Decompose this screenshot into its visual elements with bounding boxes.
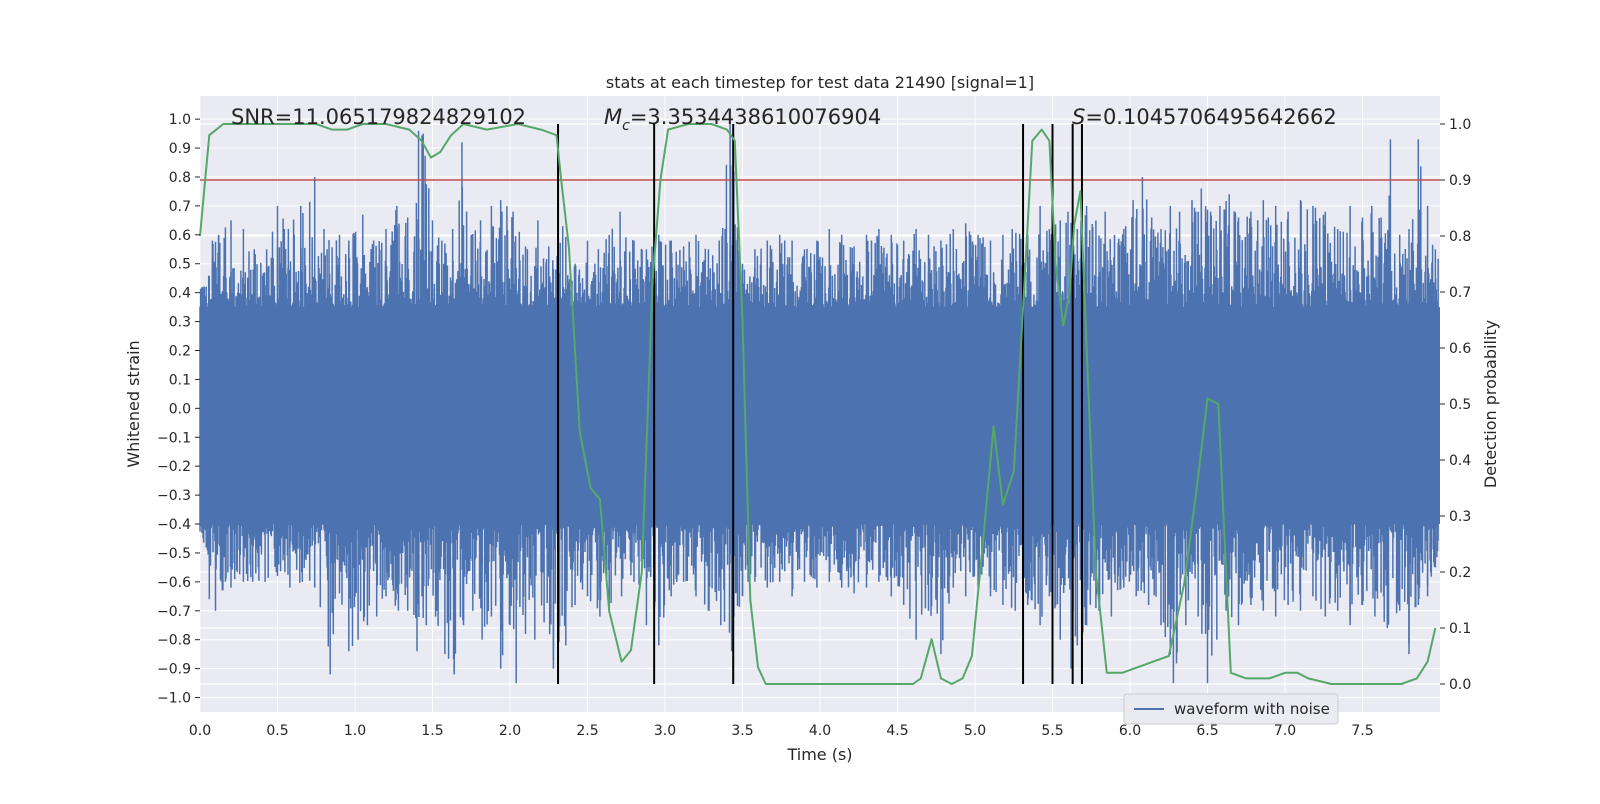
annotation-s: S=0.1045706495642662 [1072, 105, 1337, 129]
tick-label-right: 0.9 [1449, 173, 1471, 189]
tick-label-left: −0.6 [157, 575, 191, 591]
tick-label-x: 2.5 [576, 723, 598, 739]
waveform-spikes [199, 135, 1439, 674]
y-axis-label-right: Detection probability [1481, 320, 1500, 488]
tick-label-right: 0.4 [1449, 453, 1471, 469]
tick-label-right: 0.7 [1449, 285, 1471, 301]
tick-label-right: 0.8 [1449, 229, 1471, 245]
tick-label-left: 0.3 [169, 315, 191, 331]
left-axis-ticks: 1.0 0.9 0.8 0.7 0.6 0.5 0.4 0.3 0.2 0.1 0.0 −0.1 −0.… [157, 112, 200, 707]
tick-label-x: 5.5 [1041, 723, 1063, 739]
tick-label-x: 0.5 [266, 723, 288, 739]
tick-label-left: 0.9 [169, 141, 191, 157]
tick-label-x: 0.0 [189, 723, 211, 739]
tick-label-left: 0.0 [169, 401, 191, 417]
tick-label-left: 0.5 [169, 257, 191, 273]
annotation-snr: SNR=11.065179824829102 [231, 105, 526, 129]
tick-label-left: −1.0 [157, 691, 191, 707]
tick-label-right: 0.5 [1449, 397, 1471, 413]
y-axis-label-left: Whitened strain [124, 340, 143, 467]
tick-label-x: 7.5 [1351, 723, 1373, 739]
tick-label-x: 6.0 [1119, 723, 1141, 739]
tick-label-left: −0.9 [157, 662, 191, 678]
x-axis-label: Time (s) [786, 745, 852, 764]
tick-label-right: 0.3 [1449, 509, 1471, 525]
s-symbol: S [1072, 105, 1085, 129]
tick-label-right: 0.2 [1449, 565, 1471, 581]
tick-label-x: 7.0 [1274, 723, 1296, 739]
legend-box [1123, 693, 1339, 725]
chirp-mass-subscript: c [622, 118, 630, 134]
tick-label-x: 3.5 [731, 723, 753, 739]
tick-label-left: −0.4 [157, 517, 191, 533]
s-value: =0.1045706495642662 [1085, 105, 1336, 129]
tick-label-right: 0.0 [1449, 677, 1471, 693]
tick-label-left: 0.2 [169, 343, 191, 359]
tick-label-x: 6.5 [1196, 723, 1218, 739]
chart-title: stats at each timestep for test data 214… [606, 73, 1034, 92]
x-axis-ticks: 0.0 0.5 1.0 1.5 2.0 2.5 3.0 3.5 4.0 4.5 5.0 5.5 6.0 6… [189, 723, 1374, 739]
chirp-mass-symbol: M [604, 105, 622, 129]
right-axis-ticks: 1.0 0.9 0.8 0.7 0.6 0.5 0.4 0.3 0.2 0.1 0.0 [1440, 117, 1471, 693]
tick-label-left: 0.7 [169, 199, 191, 215]
tick-label-left: 0.1 [169, 372, 191, 388]
tick-label-x: 4.5 [886, 723, 908, 739]
tick-label-x: 1.0 [344, 723, 366, 739]
tick-label-right: 1.0 [1449, 117, 1471, 133]
tick-label-left: 1.0 [169, 112, 191, 128]
tick-label-x: 2.0 [499, 723, 521, 739]
legend: waveform with noise [1123, 693, 1339, 725]
tick-label-left: 0.4 [169, 286, 191, 302]
probability-line [199, 123, 1437, 685]
tick-label-left: −0.1 [157, 430, 191, 446]
tick-label-right: 0.1 [1449, 621, 1471, 637]
tick-label-left: −0.7 [157, 604, 191, 620]
tick-label-left: −0.8 [157, 633, 191, 649]
legend-label: waveform with noise [1174, 700, 1330, 718]
tick-label-x: 1.5 [421, 723, 443, 739]
tick-label-x: 5.0 [964, 723, 986, 739]
annotation-chirp-mass: Mc=3.3534438610076904 [604, 105, 881, 134]
chirp-mass-value: =3.3534438610076904 [630, 105, 881, 129]
tick-label-left: 0.6 [169, 228, 191, 244]
tick-label-x: 4.0 [809, 723, 831, 739]
tick-label-left: −0.3 [157, 488, 191, 504]
tick-label-left: −0.5 [157, 546, 191, 562]
tick-label-left: −0.2 [157, 459, 191, 475]
tick-label-left: 0.8 [169, 170, 191, 186]
tick-label-right: 0.6 [1449, 341, 1471, 357]
tick-label-x: 3.0 [654, 723, 676, 739]
probability-series [199, 123, 1437, 685]
